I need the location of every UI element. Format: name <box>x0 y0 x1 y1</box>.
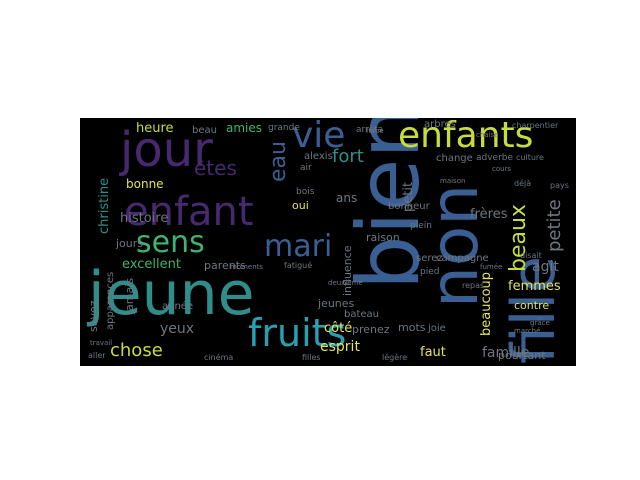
word-agit: agit <box>532 259 559 275</box>
word-disait: disait <box>520 251 542 260</box>
word-culture: culture <box>516 153 544 162</box>
word-travail: travail <box>90 339 113 347</box>
word-apparences: apparences <box>105 271 116 330</box>
word-force: force <box>366 127 384 135</box>
word-serez: serez <box>416 253 443 264</box>
word-femmes: femmes <box>508 279 561 294</box>
word-influence: influence <box>341 245 354 296</box>
word-air: air <box>300 163 312 173</box>
word-joie: joie <box>428 323 446 334</box>
word-annee: année <box>162 301 194 312</box>
word-savez: savez <box>87 300 100 332</box>
word-fruits: fruits <box>248 311 347 355</box>
word-heure: heure <box>136 121 174 136</box>
word-arbres: arbres <box>424 119 456 130</box>
word-eau: eau <box>266 141 291 182</box>
word-amies: amies <box>226 121 263 135</box>
word-prenez: prenez <box>352 323 390 336</box>
word-cours: cours <box>492 165 512 173</box>
word-yeux: yeux <box>160 321 195 337</box>
word-mots: mots <box>398 321 426 334</box>
word-grande: grande <box>268 123 300 133</box>
word-cinema: cinéma <box>204 353 234 362</box>
word-campagne: campagne <box>436 253 489 264</box>
word-pays: pays <box>550 181 569 190</box>
word-jours: jours <box>116 237 144 250</box>
word-adverbe: adverbe <box>476 153 514 163</box>
word-jamais: jamais <box>123 277 136 314</box>
word-deuxieme: deuxième <box>328 279 363 287</box>
word-faut: faut <box>420 345 446 360</box>
word-sens: sens <box>136 225 205 260</box>
word-esprit: esprit <box>320 339 360 355</box>
word-bois: bois <box>296 187 315 197</box>
word-chaise: chaise <box>476 131 499 139</box>
word-cote: côté <box>324 321 353 336</box>
word-plein: plein <box>410 221 432 231</box>
word-bonne: bonne <box>126 177 164 191</box>
word-jeune: jeune <box>88 259 255 329</box>
word-change: change <box>436 153 473 164</box>
word-fumee: fumée <box>480 263 503 271</box>
word-beau: beau <box>192 125 217 136</box>
word-deja: déjà <box>514 179 532 188</box>
word-fatigue: fatigué <box>284 261 313 270</box>
word-parents: parents <box>204 259 246 272</box>
word-raison: raison <box>366 231 400 244</box>
word-legere: légère <box>382 353 408 362</box>
word-arreta: arrêta <box>356 125 384 135</box>
word-bateau: bateau <box>344 309 380 320</box>
word-enfants: enfants <box>398 118 534 156</box>
word-oui: oui <box>292 199 309 212</box>
word-enfant: enfant <box>124 189 254 235</box>
word-freres: frères <box>470 207 508 222</box>
word-grace: grâce <box>530 319 550 327</box>
word-fort: fort <box>332 146 364 167</box>
word-charpentier: charpentier <box>512 121 559 130</box>
word-filles: filles <box>302 353 321 362</box>
word-repas: repas <box>462 281 485 290</box>
word-bonheur: bonheur <box>388 201 430 212</box>
word-jour: jour <box>120 122 213 178</box>
word-excellent: excellent <box>122 257 181 272</box>
word-famille: famille <box>482 345 530 361</box>
word-vie: vie <box>292 118 346 156</box>
word-christine: christine <box>97 177 112 234</box>
word-mari: mari <box>264 229 333 264</box>
word-ans: ans <box>336 191 358 205</box>
word-beaux: beaux <box>506 204 531 272</box>
word-aller: aller <box>88 351 106 360</box>
word-maison: maison <box>440 177 466 185</box>
word-histoire: histoire <box>120 211 169 226</box>
word-pourtant: pourtant <box>498 349 546 362</box>
word-alexis: alexis <box>304 151 333 162</box>
word-chose: chose <box>110 340 163 361</box>
word-cloud: bien non jeune jour enfant enfants fille… <box>80 118 576 366</box>
word-marche: marché <box>514 327 541 335</box>
word-etes: êtes <box>194 156 237 180</box>
word-moments: moments <box>230 263 264 271</box>
word-pied: pied <box>420 267 440 277</box>
word-contre: contre <box>514 299 550 312</box>
word-jeunes: jeunes <box>318 297 355 310</box>
word-petite: petite <box>544 199 565 252</box>
